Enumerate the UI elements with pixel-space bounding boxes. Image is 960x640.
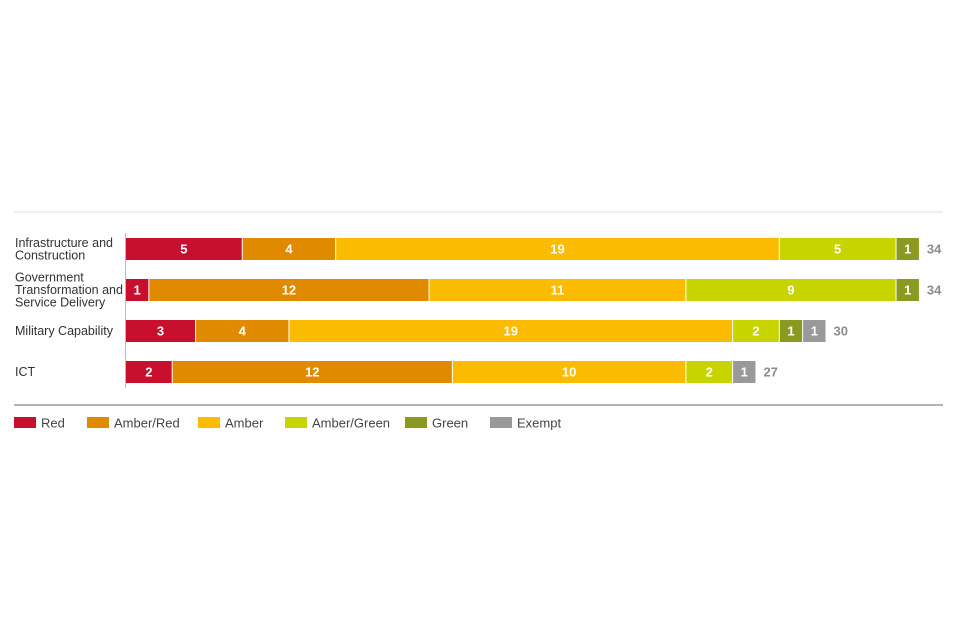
segment-value-label: 2 — [145, 365, 152, 380]
legend-swatch — [14, 417, 36, 428]
bar-segment — [196, 320, 289, 342]
total-value-label: 27 — [763, 365, 777, 380]
legend-label: Amber — [225, 416, 264, 431]
bar-segment — [686, 361, 733, 383]
bar-segment — [126, 320, 196, 342]
legend-label: Green — [432, 416, 468, 431]
legend-swatch — [285, 417, 307, 428]
total-value-label: 34 — [927, 283, 942, 298]
bar-segment — [686, 279, 896, 301]
legend-swatch — [405, 417, 427, 428]
category-label: Infrastructure and Construction — [15, 236, 113, 263]
legend-swatch — [87, 417, 109, 428]
legend-label: Exempt — [517, 416, 561, 431]
segment-value-label: 1 — [811, 324, 818, 339]
segment-value-label: 1 — [134, 283, 141, 298]
segment-value-label: 1 — [787, 324, 794, 339]
segment-value-label: 10 — [562, 365, 576, 380]
segment-value-label: 12 — [305, 365, 319, 380]
segment-value-label: 4 — [239, 324, 247, 339]
segment-value-label: 3 — [157, 324, 164, 339]
bar-segment — [733, 361, 756, 383]
segment-value-label: 5 — [180, 242, 187, 257]
category-label-line: Military Capability — [15, 324, 114, 338]
category-label-line: Service Delivery — [15, 296, 106, 310]
legend-swatch — [198, 417, 220, 428]
segment-value-label: 4 — [285, 242, 293, 257]
segment-value-label: 1 — [904, 242, 911, 257]
category-label-line: Government — [15, 271, 84, 285]
legend: Red Amber/Red Amber Amber/Green Green Exempt — [14, 416, 561, 431]
category-label-line: Transformation and — [15, 283, 123, 297]
bar-segment — [149, 279, 429, 301]
category-label: Government Transformation and Service Deli… — [15, 271, 123, 310]
bar-segment — [336, 238, 779, 260]
legend-swatch — [490, 417, 512, 428]
segment-value-label: 12 — [282, 283, 296, 298]
bar-segment — [896, 279, 919, 301]
segment-value-label: 1 — [741, 365, 748, 380]
segment-value-label: 11 — [551, 283, 565, 298]
category-label: ICT — [15, 365, 36, 379]
bar-segment — [172, 361, 452, 383]
total-value-label: 34 — [927, 242, 942, 257]
bar-segment — [242, 238, 336, 260]
segment-value-label: 19 — [504, 324, 518, 339]
segment-value-label: 2 — [706, 365, 713, 380]
bar-segment — [126, 238, 242, 260]
legend-label: Amber/Red — [114, 416, 180, 431]
category-label: Military Capability — [15, 324, 114, 338]
bar-segment — [126, 361, 172, 383]
bar-segment — [452, 361, 686, 383]
total-value-label: 30 — [834, 324, 848, 339]
segment-value-label: 1 — [904, 283, 911, 298]
category-label-line: Infrastructure and — [15, 236, 113, 250]
bar-segment — [803, 320, 826, 342]
category-label-line: Construction — [15, 248, 85, 262]
bar-segment — [429, 279, 686, 301]
bar-segment — [289, 320, 733, 342]
segment-value-label: 19 — [550, 242, 564, 257]
segment-value-label: 2 — [752, 324, 759, 339]
bar-segment — [779, 320, 803, 342]
bar-segment — [779, 238, 896, 260]
legend-label: Red — [41, 416, 65, 431]
segment-value-label: 9 — [787, 283, 794, 298]
legend-label: Amber/Green — [312, 416, 390, 431]
segment-value-label: 5 — [834, 242, 841, 257]
bars-group: Infrastructure and Construction 5 4 19 5 1 34Go… — [15, 236, 942, 383]
bar-segment — [896, 238, 919, 260]
bar-segment — [733, 320, 779, 342]
bar-segment — [126, 279, 149, 301]
category-label-line: ICT — [15, 365, 36, 379]
